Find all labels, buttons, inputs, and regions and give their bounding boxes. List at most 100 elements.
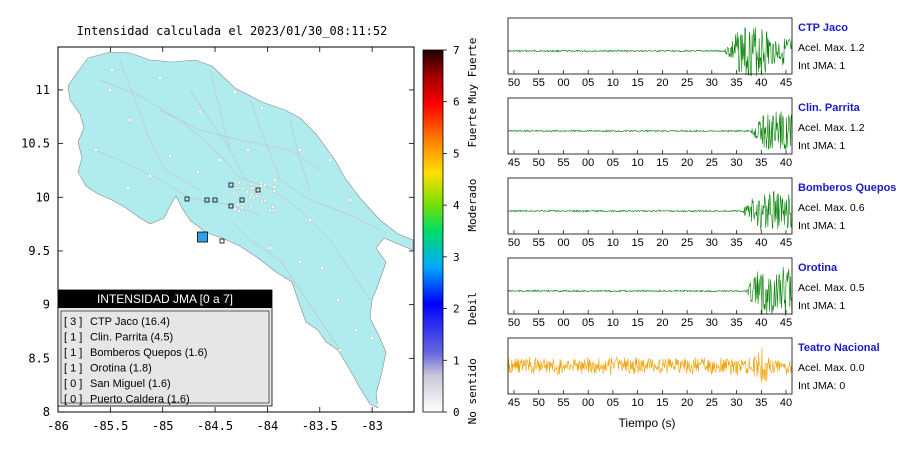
waveform-tick-label: 25 — [681, 77, 693, 89]
waveform-frame — [507, 337, 793, 395]
city-dot — [218, 158, 222, 162]
city-dot — [260, 188, 263, 192]
x-axis-label: Tiempo (s) — [619, 416, 676, 430]
waveform-tick-label: 10 — [607, 317, 619, 329]
legend-intensity: [ 1 ] — [64, 332, 82, 344]
station-name: Orotina — [798, 262, 838, 274]
waveform-tick-label: 05 — [582, 237, 594, 249]
lat-tick-label: 9.5 — [28, 244, 50, 258]
waveform-tick-label: 50 — [533, 397, 545, 409]
station-name: Bomberos Quepos — [798, 182, 896, 194]
lon-tick-label: -85.5 — [92, 419, 128, 433]
city-dot — [196, 170, 200, 174]
station-square — [219, 238, 225, 244]
station-accel: Acel. Max. 1.2 — [798, 122, 865, 134]
city-dot — [273, 178, 277, 182]
waveform-panel: 50 55 00 05 10 15 20 25 30 35 40 45 CTP Jaco Acel. Ma… — [507, 17, 865, 89]
legend-intensity: [ 0 ] — [64, 378, 82, 390]
waveform-tick-label: 55 — [533, 317, 545, 329]
waveform-tick-label: 20 — [656, 237, 668, 249]
colorbar-tick-label: 4 — [453, 199, 460, 212]
city-dot — [241, 186, 245, 190]
city-dot — [246, 148, 250, 152]
lon-tick-label: -83 — [361, 419, 383, 433]
lon-tick-label: -85 — [152, 419, 174, 433]
city-dot — [250, 182, 253, 186]
station-square — [184, 196, 190, 202]
station-name: Clin. Parrita — [798, 102, 861, 114]
map-title: Intensidad calculada el 2023/01/30_08:11… — [77, 24, 388, 38]
latitude-axis: 11 10.5 10 9.5 9 8.5 8 — [21, 83, 414, 419]
colorbar-category-label: Moderado — [466, 179, 479, 232]
waveform-tick-label: 35 — [755, 157, 767, 169]
city-dot — [298, 148, 302, 152]
lat-tick-label: 11 — [36, 83, 50, 97]
colorbar-tick-label: 6 — [453, 96, 460, 109]
waveform-tick-label: 00 — [582, 157, 594, 169]
lat-tick-label: 8 — [43, 405, 50, 419]
waveform-tick-label: 55 — [533, 237, 545, 249]
waveform-tick-label: 50 — [508, 317, 520, 329]
legend-box — [57, 289, 273, 407]
waveform-tick-label: 40 — [780, 157, 792, 169]
waveform-tick-label: 35 — [730, 237, 742, 249]
station-int-jma: Int JMA: 1 — [798, 140, 845, 152]
legend-station: Puerto Caldera (1.6) — [90, 394, 190, 406]
station-square — [255, 187, 261, 193]
city-dot — [263, 199, 267, 202]
colorbar-gradient — [422, 49, 444, 413]
station-accel: Acel. Max. 0.5 — [798, 282, 865, 294]
lat-tick-label: 10.5 — [21, 137, 50, 151]
city-dot — [271, 205, 275, 209]
city-dot — [236, 203, 240, 206]
waveform-tick-label: 30 — [730, 397, 742, 409]
waveform-panel: 50 55 00 05 10 15 20 25 30 35 40 45 Orotina Acel. Max… — [507, 257, 865, 329]
waveform-panel: 45 50 55 00 05 10 15 20 25 30 35 40 Clin. Parrita Ace… — [507, 97, 865, 169]
waveform-tick-label: 00 — [582, 397, 594, 409]
city-dot — [268, 246, 272, 250]
waveform-tick-label: 25 — [706, 397, 718, 409]
colorbar-category-label: No sentido — [466, 358, 479, 424]
city-dot — [328, 158, 332, 162]
legend-items: [ 3 ] CTP Jaco (16.4) [ 1 ] Clin. Parrita (… — [64, 316, 207, 406]
waveform-tick-label: 30 — [706, 237, 718, 249]
waveform-tick-label: 35 — [755, 397, 767, 409]
waveform-tick-label: 10 — [607, 237, 619, 249]
station-accel: Acel. Max. 0.6 — [798, 202, 865, 214]
waveform-tick-label: 40 — [780, 397, 792, 409]
colorbar-category-labels: No sentido Debil Moderado Fuerte Muy Fuerte — [466, 38, 479, 425]
station-marker-ctp-jaco — [197, 231, 208, 243]
waveform-tick-label: 25 — [681, 317, 693, 329]
waveform-tick-label: 40 — [755, 237, 767, 249]
city-dot — [237, 181, 241, 185]
city-dot — [198, 110, 202, 114]
city-dot — [158, 76, 162, 80]
waveform-tick-label: 10 — [632, 397, 644, 409]
legend-title: INTENSIDAD JMA [0 a 7] — [97, 292, 233, 306]
waveform-tick-label: 10 — [632, 157, 644, 169]
city-dot — [272, 208, 275, 212]
lon-tick-label: -83.5 — [302, 419, 338, 433]
waveform-tick-label: 20 — [656, 77, 668, 89]
waveform-frame — [507, 257, 793, 315]
colorbar-tick-label: 0 — [453, 406, 460, 419]
station-square — [228, 182, 234, 188]
colorbar-tick-label: 7 — [453, 44, 460, 57]
waveform-tick-label: 40 — [755, 317, 767, 329]
waveform-tick-label: 40 — [755, 77, 767, 89]
lat-tick-label: 8.5 — [28, 351, 50, 365]
legend-inner-frame — [60, 310, 270, 404]
waveform-tick-label: 25 — [681, 237, 693, 249]
colorbar-category-label: Fuerte — [466, 108, 479, 148]
city-dot — [126, 186, 130, 190]
station-square — [228, 203, 234, 209]
station-square — [204, 197, 210, 203]
waveform-tick-label: 35 — [730, 77, 742, 89]
lat-tick-label: 9 — [43, 298, 50, 312]
station-int-jma: Int JMA: 0 — [798, 380, 845, 392]
colorbar: 0 1 2 3 4 5 6 7 No sentido Debil Moderado Fuerte Mu… — [422, 38, 479, 425]
waveform-panels: 50 55 00 05 10 15 20 25 30 35 40 45 CTP Jaco Acel. Ma… — [507, 17, 896, 409]
city-dot — [249, 205, 253, 208]
city-dot — [240, 206, 244, 210]
waveform-tick-label: 15 — [632, 77, 644, 89]
